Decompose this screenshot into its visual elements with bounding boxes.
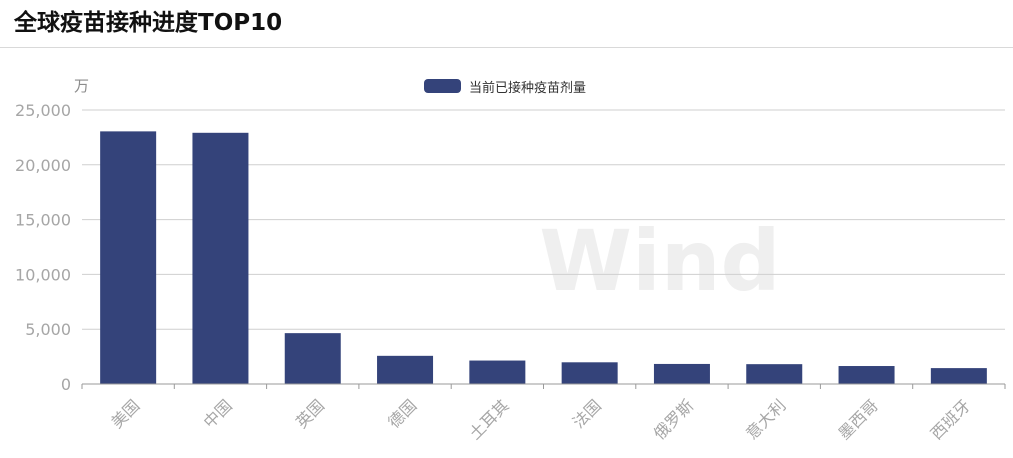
x-tick-label: 德国: [384, 396, 420, 432]
bar[interactable]: [284, 333, 341, 384]
x-tick-label: 土耳其: [465, 396, 512, 443]
bar[interactable]: [100, 131, 157, 384]
y-axis-unit: 万: [74, 77, 89, 95]
x-tick-label: 墨西哥: [834, 396, 881, 443]
bar[interactable]: [561, 362, 618, 384]
bar[interactable]: [653, 363, 710, 384]
x-tick-label: 中国: [200, 396, 236, 432]
bar[interactable]: [377, 355, 434, 384]
y-tick-label: 5,000: [25, 320, 71, 339]
bar[interactable]: [192, 132, 249, 384]
y-tick-label: 15,000: [15, 211, 71, 230]
x-tick-label: 英国: [292, 396, 328, 432]
legend-label: 当前已接种疫苗剂量: [469, 80, 587, 96]
y-tick-label: 20,000: [15, 156, 71, 175]
x-tick-label: 法国: [569, 396, 605, 432]
x-tick-label: 俄罗斯: [650, 396, 697, 443]
x-tick-label: 西班牙: [927, 396, 974, 443]
chart-header: 全球疫苗接种进度TOP10: [0, 0, 1013, 48]
y-tick-label: 25,000: [15, 101, 71, 120]
chart-title: 全球疫苗接种进度TOP10: [14, 10, 283, 36]
y-tick-label: 10,000: [15, 265, 71, 284]
watermark-logo: Wind: [539, 212, 780, 310]
bar[interactable]: [838, 366, 895, 384]
y-tick-label: 0: [61, 375, 71, 394]
bar[interactable]: [746, 364, 803, 384]
bar[interactable]: [469, 360, 526, 384]
legend[interactable]: 当前已接种疫苗剂量: [424, 76, 586, 96]
legend-swatch: [424, 79, 461, 93]
bars: [100, 131, 987, 384]
axes: 0 5,000 10,000 15,000 20,000 25,000 美国 中国 英国 德国 土耳…: [15, 101, 1006, 443]
bar[interactable]: [930, 368, 987, 384]
x-tick-label: 意大利: [742, 396, 789, 443]
x-tick-label: 美国: [107, 396, 143, 432]
